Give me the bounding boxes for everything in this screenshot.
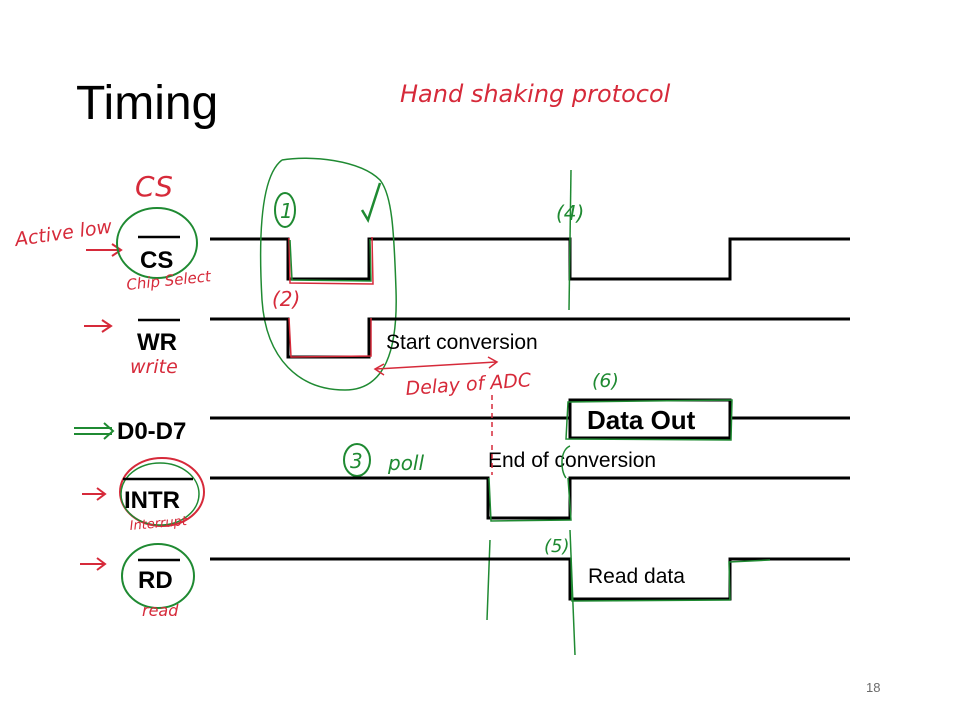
double-arrow-head-data xyxy=(103,422,115,440)
step1-label: 1 xyxy=(280,199,293,223)
green-vline-2 xyxy=(486,539,491,621)
handwritten-interrupt: Interrupt xyxy=(129,514,188,534)
wr-signal-label: WR xyxy=(137,329,177,356)
cs-circle xyxy=(116,207,198,279)
cs-signal-label: CS xyxy=(140,247,173,274)
handwritten-read: read xyxy=(142,601,179,620)
arrow-head-cs xyxy=(111,243,123,257)
handwritten-chip-select: Chip Select xyxy=(126,267,213,294)
handwritten-write: write xyxy=(130,356,178,378)
green-vline-3 xyxy=(569,529,576,656)
handwritten-poll: poll xyxy=(387,451,424,475)
handshake-enclosure xyxy=(259,157,397,391)
handwritten-cs-label: CS xyxy=(135,170,173,203)
step1-circle xyxy=(274,192,296,228)
green-vline-1 xyxy=(568,169,572,311)
check-mark xyxy=(360,182,382,223)
wr-red-trace xyxy=(288,317,372,358)
cs-red-trace xyxy=(288,236,374,285)
data-out-green-trace xyxy=(565,399,733,441)
data-out-label: Data Out xyxy=(587,405,696,435)
step2-label: (2) xyxy=(272,287,300,311)
rd-signal-label: RD xyxy=(138,567,173,594)
step3-label: 3 xyxy=(350,449,363,473)
handwritten-heading: Hand shaking protocol xyxy=(400,80,671,108)
arrow-head-intr xyxy=(96,487,107,501)
page-number: 18 xyxy=(866,680,881,695)
intr-waveform xyxy=(210,476,850,520)
cs-green-trace xyxy=(289,238,372,282)
delay-arrow-line xyxy=(375,361,497,370)
green-hook xyxy=(561,445,571,479)
double-arrow-to-data xyxy=(74,427,112,435)
intr-green-trace xyxy=(488,477,572,522)
data-out-box xyxy=(568,398,732,440)
intr-signal-label: INTR xyxy=(124,487,180,514)
arrow-head-rd xyxy=(96,557,107,571)
cs-waveform xyxy=(210,237,850,281)
delay-arrow-head-left xyxy=(373,363,385,376)
intr-circle-red xyxy=(119,457,205,527)
arrow-head-wr xyxy=(101,319,113,333)
handwritten-delay: Delay of ADC xyxy=(405,369,533,400)
data-signal-label: D0-D7 xyxy=(117,418,186,445)
end-of-conversion-label: End of conversion xyxy=(488,449,656,472)
rd-waveform xyxy=(210,557,850,601)
start-conversion-label: Start conversion xyxy=(386,331,538,354)
step6-label: (6) xyxy=(592,370,619,392)
intr-circle-green xyxy=(120,462,200,526)
slide-title: Timing xyxy=(76,77,219,130)
handwritten-active-low: Active low xyxy=(12,216,114,252)
step5-label: (5) xyxy=(544,536,570,557)
delay-arrow-head-right xyxy=(487,356,499,369)
rd-circle xyxy=(121,543,195,609)
read-data-label: Read data xyxy=(588,565,685,588)
step3-circle xyxy=(343,443,371,477)
